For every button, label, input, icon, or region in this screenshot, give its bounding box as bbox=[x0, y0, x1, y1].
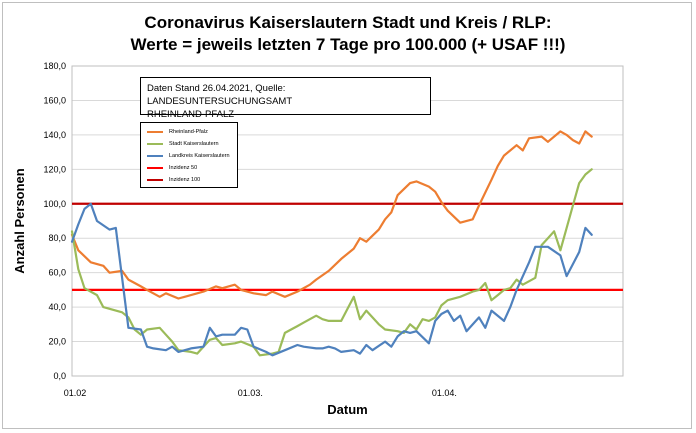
y-tick-label: 180,0 bbox=[43, 61, 66, 71]
series-line bbox=[70, 130, 593, 300]
x-tick-label: 01.03. bbox=[238, 388, 263, 398]
plot-area bbox=[71, 65, 624, 377]
data-source-note-line-2: RHEINLAND-PFALZ bbox=[147, 109, 235, 120]
legend-label: Rheinland-Pfalz bbox=[169, 129, 208, 135]
legend-swatch bbox=[147, 167, 163, 169]
chart-frame bbox=[2, 2, 692, 429]
series-line bbox=[70, 202, 593, 357]
legend-label: Inzidenz 50 bbox=[169, 165, 198, 171]
chart-title-line-1: Coronavirus Kaiserslautern Stadt und Kre… bbox=[144, 13, 552, 32]
y-tick-label: 80,0 bbox=[48, 233, 66, 243]
legend-swatch bbox=[147, 143, 163, 145]
x-axis-label: Datum bbox=[327, 402, 367, 417]
x-tick-label: 01.02 bbox=[64, 388, 87, 398]
x-tick-label: 01.04. bbox=[432, 388, 457, 398]
legend-swatch bbox=[147, 179, 163, 181]
legend-label: Inzidenz 100 bbox=[169, 177, 201, 183]
legend-label: Stadt Kaiserslautern bbox=[169, 141, 219, 147]
y-tick-label: 160,0 bbox=[43, 95, 66, 105]
y-tick-label: 120,0 bbox=[43, 164, 66, 174]
series-line bbox=[70, 168, 593, 357]
chart-title-line-2: Werte = jeweils letzten 7 Tage pro 100.0… bbox=[130, 35, 566, 54]
legend: Rheinland-Pfalz Stadt Kaiserslautern Landk… bbox=[140, 122, 238, 188]
legend-swatch bbox=[147, 131, 163, 133]
chart-title: Coronavirus Kaiserslautern Stadt und Kre… bbox=[0, 12, 696, 56]
y-tick-label: 60,0 bbox=[48, 268, 66, 278]
legend-label: Landkreis Kaiserslautern bbox=[169, 153, 230, 159]
y-tick-label: 20,0 bbox=[48, 337, 66, 347]
legend-swatch bbox=[147, 155, 163, 157]
y-tick-label: 40,0 bbox=[48, 302, 66, 312]
y-tick-label: 140,0 bbox=[43, 130, 66, 140]
data-source-note-line-1: Daten Stand 26.04.2021, Quelle: LANDESUN… bbox=[147, 83, 293, 107]
y-tick-label: 0,0 bbox=[53, 371, 66, 381]
data-source-note: Daten Stand 26.04.2021, Quelle: LANDESUN… bbox=[140, 77, 431, 120]
y-tick-label: 100,0 bbox=[43, 199, 66, 209]
y-axis-label: Anzahl Personen bbox=[12, 168, 27, 274]
